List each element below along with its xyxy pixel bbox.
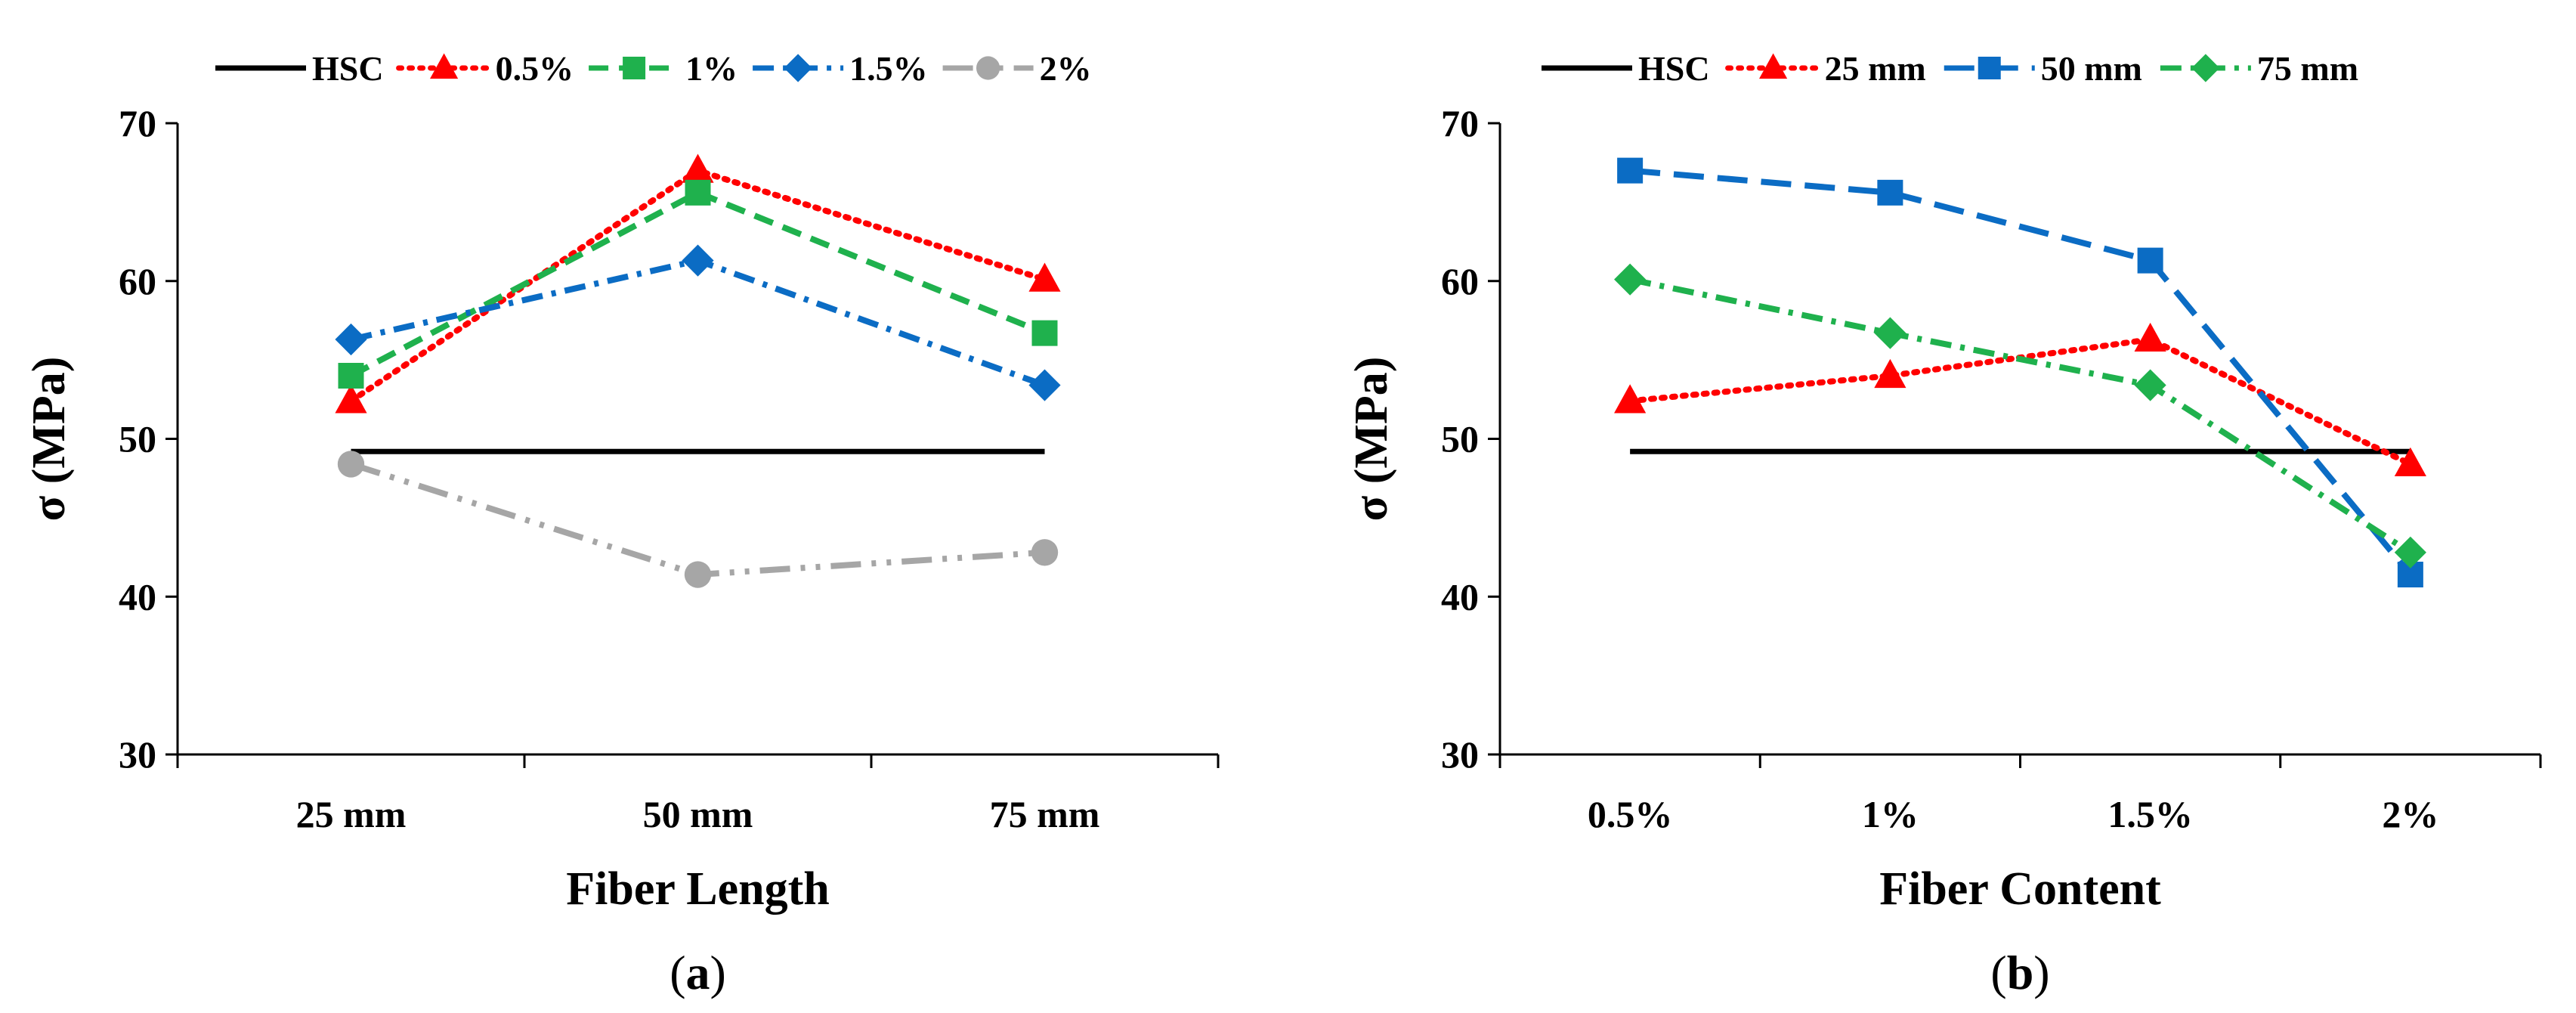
y-axis-title: σ (MPa) xyxy=(23,357,75,522)
data-point xyxy=(1877,179,1903,206)
x-axis-title: Fiber Length xyxy=(566,863,829,915)
data-point xyxy=(2134,322,2166,352)
legend-marker xyxy=(784,54,812,82)
legend-item: HSC xyxy=(215,49,384,88)
legend: HSC 0.5% 1% 1.5% 2% xyxy=(215,49,1092,88)
data-point xyxy=(1614,384,1647,414)
x-tick-label: 1.5% xyxy=(2107,793,2193,835)
y-tick-label: 40 xyxy=(1441,575,1479,618)
legend-label: 0.5% xyxy=(496,49,574,88)
data-point xyxy=(337,451,365,478)
legend-label: 1.5% xyxy=(849,49,928,88)
data-point xyxy=(1028,369,1061,401)
legend-marker xyxy=(976,56,1000,80)
data-point xyxy=(1031,320,1058,346)
legend-marker xyxy=(2191,54,2220,82)
series-1-5- xyxy=(335,244,1061,401)
legend-item: HSC xyxy=(1542,49,1710,88)
series-50-mm xyxy=(1617,157,2423,588)
x-tick-label: 75 mm xyxy=(990,793,1100,835)
panel-label-letter: a xyxy=(686,946,710,999)
data-point xyxy=(682,244,714,277)
panel-label: (a) xyxy=(670,946,726,999)
data-point xyxy=(1031,539,1059,566)
y-tick-label: 40 xyxy=(119,575,156,618)
legend-label: 75 mm xyxy=(2257,49,2358,88)
data-point xyxy=(1617,157,1644,184)
data-point xyxy=(335,323,367,356)
legend-item: 75 mm xyxy=(2160,49,2358,88)
y-axis-title: σ (MPa) xyxy=(1346,357,1397,522)
legend-item: 2% xyxy=(942,49,1092,88)
legend-label: 1% xyxy=(685,49,738,88)
x-tick-label: 2% xyxy=(2382,793,2438,835)
y-tick-label: 60 xyxy=(119,260,156,302)
legend-item: 50 mm xyxy=(1944,49,2142,88)
data-point xyxy=(684,561,712,588)
y-tick-label: 50 xyxy=(119,418,156,460)
panel-label-letter: b xyxy=(2007,946,2034,999)
legend-marker xyxy=(429,53,459,79)
series-75-mm xyxy=(1614,263,2426,568)
data-point xyxy=(1614,263,1647,296)
y-tick-label: 70 xyxy=(119,102,156,144)
series-line xyxy=(1629,276,2413,556)
data-point xyxy=(2394,447,2426,476)
x-tick-label: 50 mm xyxy=(643,793,753,835)
series-0-5- xyxy=(335,153,1061,414)
data-point xyxy=(2137,247,2163,274)
data-point xyxy=(685,179,711,206)
data-point xyxy=(682,153,714,183)
legend-marker xyxy=(1978,57,2001,79)
x-tick-label: 0.5% xyxy=(1588,793,1673,835)
y-tick-label: 70 xyxy=(1441,102,1479,144)
chart-panel-a: 30 40 50 60 70 25 mm 50 mm 75 mm Fiber Length σ (… xyxy=(23,49,1220,999)
legend-marker xyxy=(1758,53,1788,79)
series-2- xyxy=(337,451,1059,588)
legend-marker xyxy=(623,57,646,79)
y-tick-label: 60 xyxy=(1441,260,1479,302)
y-tick-label: 30 xyxy=(119,733,156,776)
legend-item: 0.5% xyxy=(396,49,574,88)
data-point xyxy=(338,363,364,389)
legend-label: HSC xyxy=(312,49,384,88)
data-point xyxy=(2394,536,2426,568)
legend: HSC 25 mm 50 mm 75 mm xyxy=(1542,49,2358,88)
data-point xyxy=(1028,262,1061,292)
legend-label: 50 mm xyxy=(2041,49,2142,88)
y-tick-label: 30 xyxy=(1441,733,1479,776)
data-point xyxy=(1874,317,1906,349)
legend-item: 1.5% xyxy=(753,49,928,88)
data-point xyxy=(1874,358,1906,389)
legend-item: 25 mm xyxy=(1725,49,1926,88)
x-tick-label: 1% xyxy=(1862,793,1919,835)
legend-label: 2% xyxy=(1040,49,1092,88)
x-axis-title: Fiber Content xyxy=(1879,863,2161,915)
series-line xyxy=(1629,167,2413,577)
panel-label: (b) xyxy=(1990,946,2049,999)
y-tick-label: 50 xyxy=(1441,418,1479,460)
x-tick-label: 25 mm xyxy=(296,793,407,835)
legend-label: 25 mm xyxy=(1825,49,1926,88)
data-point xyxy=(335,384,367,414)
chart-panel-b: 30 40 50 60 70 0.5% 1% 1.5% 2% Fiber Content σ (MP… xyxy=(1346,49,2542,999)
data-point xyxy=(2134,369,2166,401)
legend-label: HSC xyxy=(1638,49,1710,88)
legend-item: 1% xyxy=(589,49,738,88)
